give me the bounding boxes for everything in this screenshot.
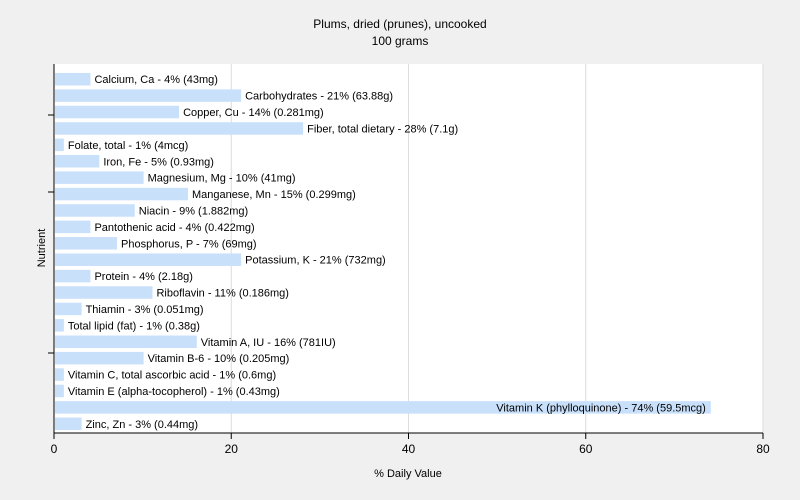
bar [55,319,64,332]
bar [55,237,118,250]
bar [55,335,197,348]
bar-label: Zinc, Zn - 3% (0.44mg) [86,419,198,431]
bar-label: Copper, Cu - 14% (0.281mg) [183,107,324,119]
bar [55,204,135,217]
bar-label: Vitamin K (phylloquinone) - 74% (59.5mcg… [496,402,706,414]
bar [55,384,64,398]
bar-label: Phosphorus, P - 7% (69mg) [121,238,257,250]
bar-label: Carbohydrates - 21% (63.88g) [245,91,393,103]
bar-label: Potassium, K - 21% (732mg) [245,255,386,267]
bar [55,105,180,119]
bar-label: Fiber, total dietary - 28% (7.1g) [307,123,458,135]
bar [55,155,100,168]
bar [55,122,304,135]
x-tick-label: 40 [402,442,416,456]
bar [55,138,64,152]
bar-label: Niacin - 9% (1.882mg) [139,205,248,217]
bar-label: Riboflavin - 11% (0.186mg) [156,288,288,300]
bars: Calcium, Ca - 4% (43mg) Carbohydrates - 2… [55,72,711,431]
bar-label: Vitamin A, IU - 16% (781IU) [201,337,336,349]
bar [55,171,144,184]
bar-label: Protein - 4% (2.18g) [94,271,192,283]
chart-subtitle: 100 grams [372,34,429,48]
x-ticks: 0 20 40 60 80 [51,433,770,456]
bar-label: Manganese, Mn - 15% (0.299mg) [192,189,356,201]
chart-title: Plums, dried (prunes), uncooked [313,17,486,31]
x-tick-label: 60 [579,442,593,456]
x-tick-label: 0 [51,442,58,456]
bar [55,89,242,102]
bar-label: Total lipid (fat) - 1% (0.38g) [68,320,200,332]
bar-label: Vitamin B-6 - 10% (0.205mg) [148,353,290,365]
bar [55,302,82,316]
bar [55,401,711,414]
bar [55,417,82,431]
bar [55,72,91,86]
bar [55,351,144,365]
bar [55,187,188,201]
bar-label: Calcium, Ca - 4% (43mg) [94,74,217,86]
bar [55,220,91,234]
bar [55,269,91,283]
bar-label: Magnesium, Mg - 10% (41mg) [148,173,296,185]
bar [55,368,64,381]
bar-label: Vitamin E (alpha-tocopherol) - 1% (0.43m… [68,386,280,398]
bar-label: Thiamin - 3% (0.051mg) [86,304,204,316]
bar [55,253,242,266]
bar-label: Folate, total - 1% (4mcg) [68,140,188,152]
bar-label: Iron, Fe - 5% (0.93mg) [103,156,214,168]
bar-label: Pantothenic acid - 4% (0.422mg) [94,222,254,234]
x-axis-label: % Daily Value [374,468,442,480]
bar [55,286,153,299]
x-tick-label: 80 [756,442,770,456]
x-tick-label: 20 [225,442,239,456]
bar-label: Vitamin C, total ascorbic acid - 1% (0.6… [68,370,276,382]
y-axis-label: Nutrient [36,229,48,268]
